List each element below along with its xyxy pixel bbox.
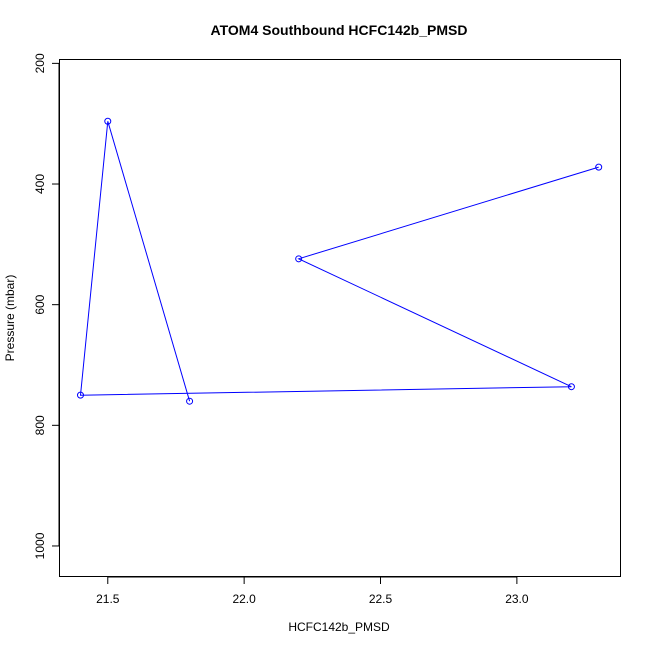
x-tick-label: 22.5 <box>369 592 393 606</box>
data-point <box>186 397 194 405</box>
data-point <box>595 163 603 171</box>
data-point <box>295 255 303 263</box>
x-axis-label: HCFC142b_PMSD <box>288 620 390 634</box>
x-axis: 21.5 22.0 22.5 23.0 <box>96 576 529 606</box>
y-tick-label: 600 <box>33 294 47 314</box>
x-tick-label: 22.0 <box>232 592 256 606</box>
data-point <box>77 391 84 399</box>
y-tick-label: 1000 <box>33 532 47 559</box>
y-axis: 200 400 600 800 1000 <box>33 53 60 559</box>
x-tick-label: 23.0 <box>505 592 529 606</box>
y-tick-label: 400 <box>33 174 47 194</box>
series-line <box>79 121 599 402</box>
series-layer <box>77 117 603 405</box>
chart-title: ATOM4 Southbound HCFC142b_PMSD <box>211 22 468 38</box>
data-point <box>104 117 112 125</box>
x-tick-label: 21.5 <box>96 592 120 606</box>
data-point <box>567 383 575 391</box>
y-tick-label: 200 <box>33 53 47 73</box>
y-tick-label: 800 <box>33 415 47 435</box>
plot-frame <box>59 59 621 577</box>
y-axis-label: Pressure (mbar) <box>3 275 17 362</box>
